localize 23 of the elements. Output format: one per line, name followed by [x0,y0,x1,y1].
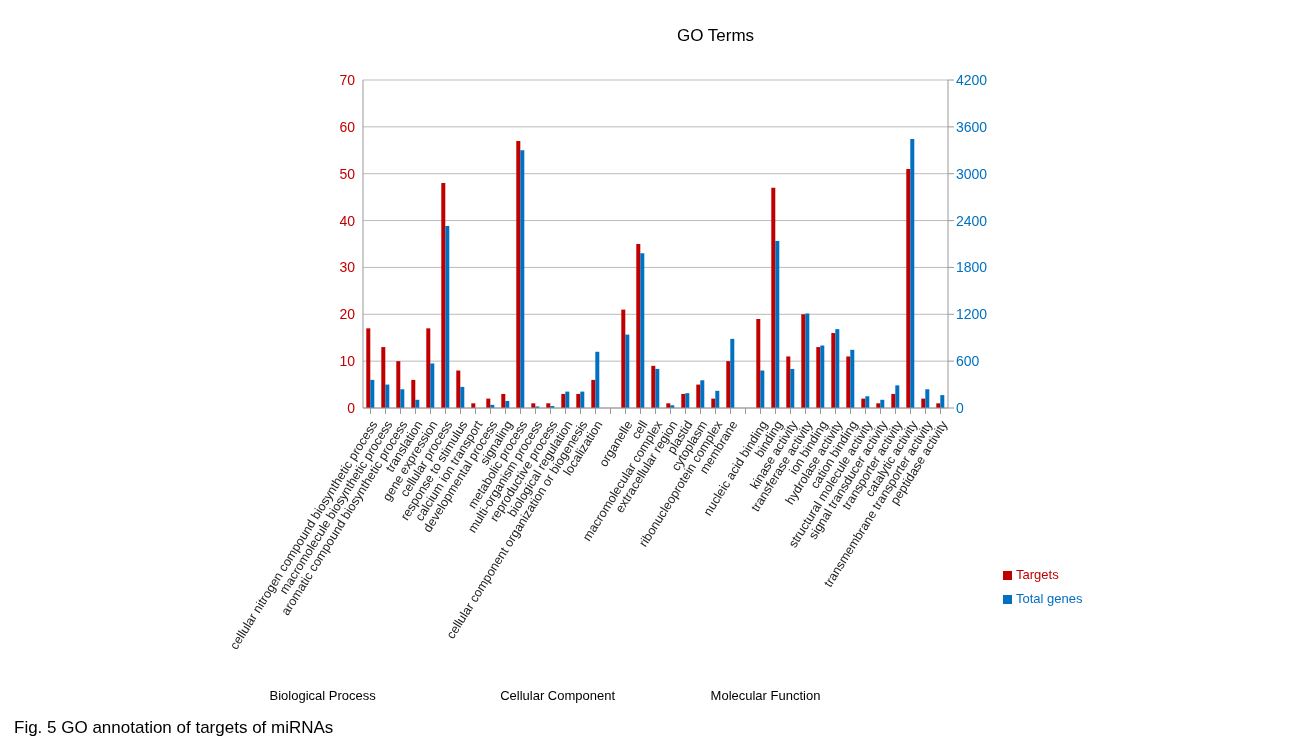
y2-tick-label: 2400 [956,212,988,229]
y-tick-label: 0 [347,399,356,416]
y-tick-label: 30 [339,259,356,276]
y-tick-label: 10 [339,353,356,370]
y2-tick-label: 3000 [956,165,988,182]
legend-label: Targets [1016,567,1059,582]
y-tick-label: 40 [339,212,356,229]
y-tick-label: 60 [339,118,356,135]
y-tick-label: 70 [339,71,356,88]
y2-tick-label: 3600 [956,118,988,135]
y2-tick-label: 4200 [956,71,988,88]
legend-label: Total genes [1016,591,1083,606]
chart-title: GO Terms [675,26,756,46]
text: Molecular Function [709,688,822,703]
y2-tick-label: 600 [956,353,980,370]
y2-tick-label: 0 [956,399,964,416]
y2-tick-label: 1200 [956,306,988,323]
text: Cellular Component [499,688,617,703]
y-tick-label: 50 [339,165,356,182]
y2-tick-label: 1800 [956,259,988,276]
y-tick-label: 20 [339,306,356,323]
text: Biological Process [268,688,377,703]
caption: Fig. 5 GO annotation of targets of miRNAs [14,718,334,738]
